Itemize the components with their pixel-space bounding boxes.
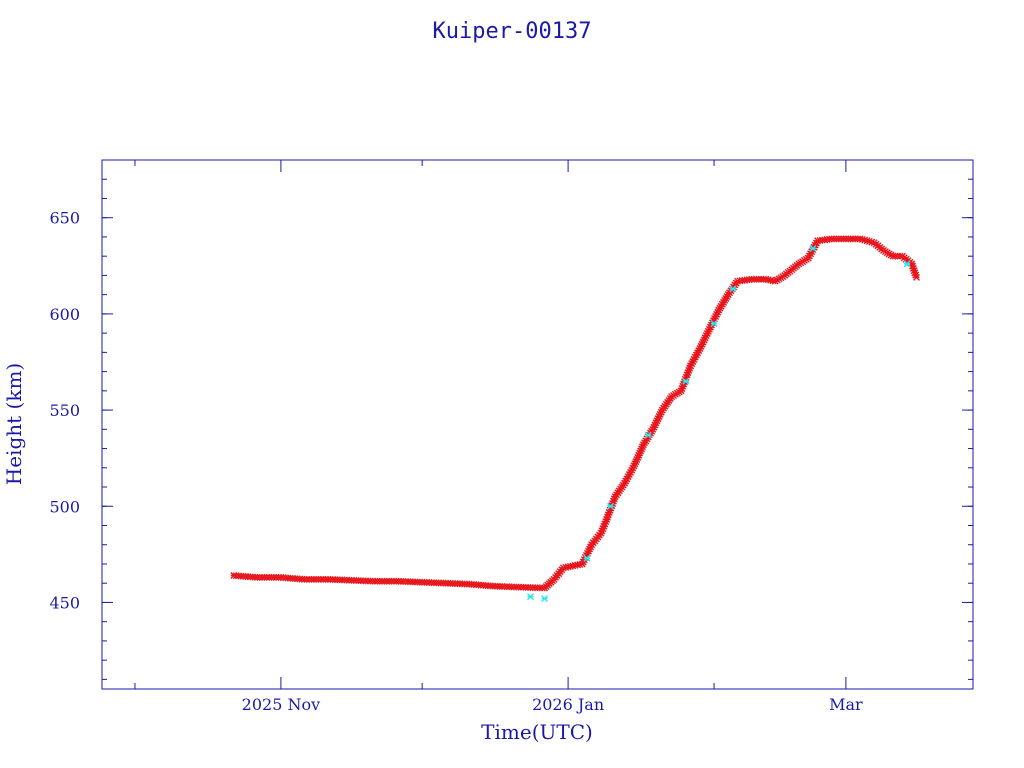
chart-title: Kuiper-00137 [433,19,592,44]
data-point [710,320,718,328]
data-point [644,431,652,439]
x-tick-label: 2025 Nov [242,695,320,714]
plot-frame [101,159,974,690]
data-point [583,554,591,562]
data-point [682,377,690,385]
data-point [809,244,817,252]
data-point [913,273,920,281]
x-tick-label: 2026 Jan [532,695,604,714]
y-tick-label: 450 [49,593,80,612]
axis-ticks: 450 500 550 600 650 2025 Nov 2026 Jan Mar [49,159,973,714]
data-point [541,595,549,603]
y-tick-label: 650 [49,209,80,228]
y-tick-label: 550 [49,401,80,420]
y-tick-label: 500 [49,497,80,516]
y-tick-label: 600 [49,305,80,324]
data-point [606,502,614,510]
data-point [729,285,737,293]
data-points [230,235,920,603]
data-point [526,593,534,601]
data-point [903,260,911,268]
y-axis-label: Height (km) [2,363,26,485]
x-tick-label: Mar [829,695,863,714]
x-axis-label: Time(UTC) [481,720,593,744]
